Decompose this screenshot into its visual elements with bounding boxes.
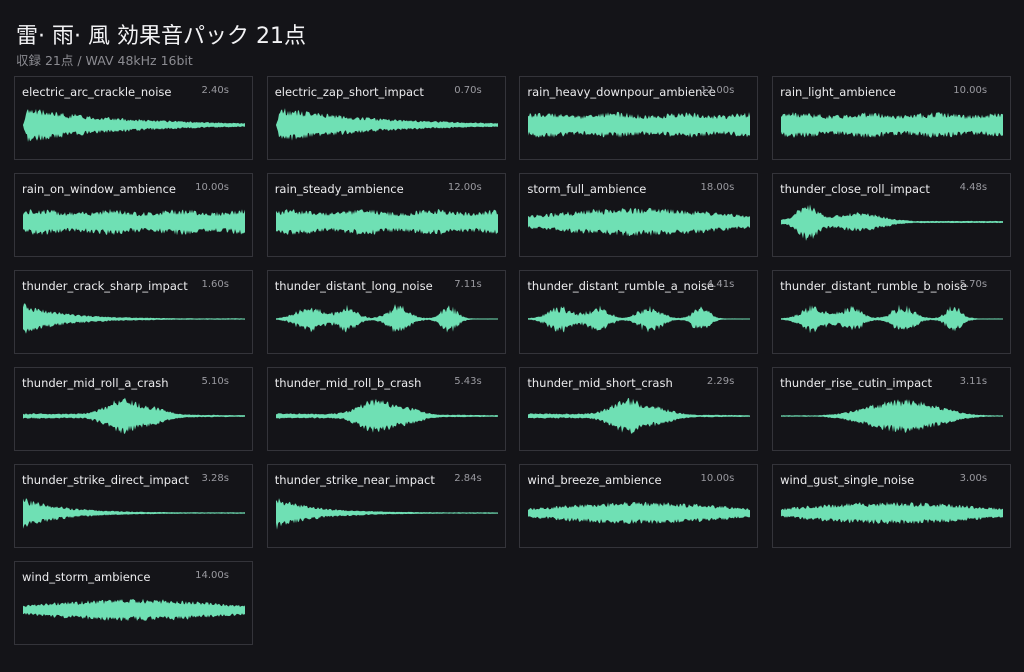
- waveform: [275, 398, 498, 433]
- sound-duration: 4.48s: [959, 182, 988, 193]
- waveform-shape: [275, 498, 498, 530]
- sound-name: wind_breeze_ambience: [527, 473, 662, 487]
- sound-duration: 18.00s: [700, 182, 735, 193]
- sound-name: thunder_strike_near_impact: [274, 473, 435, 487]
- sound-duration: 10.00s: [195, 182, 229, 193]
- sound-name: thunder_distant_rumble_a_noise: [527, 279, 715, 293]
- sound-name: wind_storm_ambience: [22, 570, 151, 584]
- waveform: [781, 304, 1004, 334]
- sound-duration: 4.41s: [706, 279, 735, 290]
- waveform: [781, 204, 1004, 241]
- sound-card[interactable]: thunder_strike_direct_impact 3.28s: [14, 464, 253, 548]
- waveform: [275, 498, 498, 530]
- sound-card[interactable]: storm_full_ambience 18.00s: [519, 173, 759, 257]
- sound-card[interactable]: thunder_distant_long_noise 7.11s: [266, 270, 506, 354]
- sound-card[interactable]: thunder_mid_short_crash 2.29s: [519, 367, 759, 451]
- sound-duration: 12.00s: [447, 182, 482, 193]
- sound-name: electric_arc_crackle_noise: [22, 85, 172, 99]
- sound-duration: 5.43s: [454, 376, 482, 387]
- sound-name: rain_heavy_downpour_ambience: [527, 85, 716, 99]
- sound-duration: 2.40s: [201, 85, 229, 96]
- sound-duration: 10.00s: [700, 473, 735, 484]
- sound-duration: 0.70s: [454, 85, 482, 96]
- sound-name: thunder_distant_rumble_b_noise: [780, 279, 968, 293]
- sound-duration: 1.60s: [201, 279, 229, 290]
- sound-card[interactable]: thunder_distant_rumble_b_noise 5.70s: [772, 270, 1012, 354]
- sound-name: rain_steady_ambience: [274, 182, 404, 196]
- sound-card[interactable]: thunder_crack_sharp_impact 1.60s: [14, 270, 253, 354]
- sound-card[interactable]: wind_storm_ambience 14.00s: [14, 561, 253, 645]
- sound-card[interactable]: thunder_rise_cutin_impact 3.11s: [772, 367, 1012, 451]
- sound-card[interactable]: rain_steady_ambience 12.00s: [266, 173, 506, 257]
- sound-card[interactable]: wind_gust_single_noise 3.00s: [772, 464, 1012, 548]
- sound-name: thunder_mid_short_crash: [527, 376, 673, 390]
- sound-name: thunder_mid_roll_b_crash: [274, 376, 422, 390]
- sound-grid: electric_arc_crackle_noise 2.40s electri…: [14, 76, 1012, 645]
- sound-card[interactable]: thunder_strike_near_impact 2.84s: [266, 464, 506, 548]
- sound-duration: 7.11s: [454, 279, 482, 290]
- waveform: [528, 207, 751, 237]
- waveform: [23, 109, 245, 142]
- sound-duration: 2.29s: [706, 376, 735, 387]
- sound-card[interactable]: thunder_mid_roll_a_crash 5.10s: [14, 367, 253, 451]
- waveform: [528, 501, 751, 524]
- waveform: [23, 397, 245, 434]
- sound-duration: 5.70s: [959, 279, 988, 290]
- waveform: [275, 108, 498, 141]
- sound-card[interactable]: electric_arc_crackle_noise 2.40s: [14, 76, 253, 160]
- sound-duration: 2.84s: [454, 473, 482, 484]
- sound-name: rain_light_ambience: [780, 85, 896, 99]
- waveform: [528, 111, 751, 138]
- sound-duration: 3.00s: [959, 473, 988, 484]
- sound-name: rain_on_window_ambience: [22, 182, 176, 196]
- sound-name: thunder_crack_sharp_impact: [22, 279, 188, 293]
- waveform: [528, 398, 751, 434]
- sound-name: thunder_close_roll_impact: [780, 182, 930, 196]
- sound-card[interactable]: wind_breeze_ambience 10.00s: [519, 464, 759, 548]
- sound-duration: 14.00s: [195, 570, 229, 581]
- sound-duration: 3.11s: [959, 376, 988, 387]
- waveform: [275, 209, 498, 236]
- sound-duration: 10.00s: [953, 85, 988, 96]
- sound-name: thunder_rise_cutin_impact: [780, 376, 932, 390]
- sound-duration: 5.10s: [201, 376, 229, 387]
- waveform: [23, 303, 245, 334]
- sound-name: thunder_strike_direct_impact: [22, 473, 189, 487]
- waveform: [275, 304, 498, 333]
- waveform: [23, 498, 245, 529]
- sound-name: thunder_distant_long_noise: [274, 279, 433, 293]
- sound-name: wind_gust_single_noise: [780, 473, 915, 487]
- sound-name: thunder_mid_roll_a_crash: [22, 376, 169, 390]
- page-subtitle: 収録 21点 / WAV 48kHz 16bit: [16, 53, 193, 68]
- waveform-shape: [781, 204, 1004, 241]
- sound-card[interactable]: rain_light_ambience 10.00s: [772, 76, 1012, 160]
- sound-card[interactable]: thunder_distant_rumble_a_noise 4.41s: [519, 270, 759, 354]
- waveform: [23, 598, 245, 621]
- waveform: [528, 305, 751, 333]
- waveform: [781, 399, 1004, 433]
- sound-duration: 3.28s: [201, 473, 229, 484]
- page-title: 雷· 雨· 風 効果音パック 21点: [16, 24, 306, 49]
- waveform-shape: [275, 304, 498, 333]
- sound-name: storm_full_ambience: [527, 182, 647, 196]
- sound-name: electric_zap_short_impact: [274, 85, 424, 99]
- waveform: [23, 208, 245, 236]
- sound-card[interactable]: rain_heavy_downpour_ambience 12.00s: [519, 76, 759, 160]
- waveform: [781, 501, 1004, 525]
- sound-card[interactable]: thunder_mid_roll_b_crash 5.43s: [266, 367, 506, 451]
- sound-duration: 12.00s: [700, 85, 735, 96]
- sound-card[interactable]: rain_on_window_ambience 10.00s: [14, 173, 253, 257]
- waveform: [781, 112, 1004, 138]
- sound-card[interactable]: thunder_close_roll_impact 4.48s: [772, 173, 1012, 257]
- waveform-shape: [275, 108, 498, 141]
- sound-card[interactable]: electric_zap_short_impact 0.70s: [266, 76, 506, 160]
